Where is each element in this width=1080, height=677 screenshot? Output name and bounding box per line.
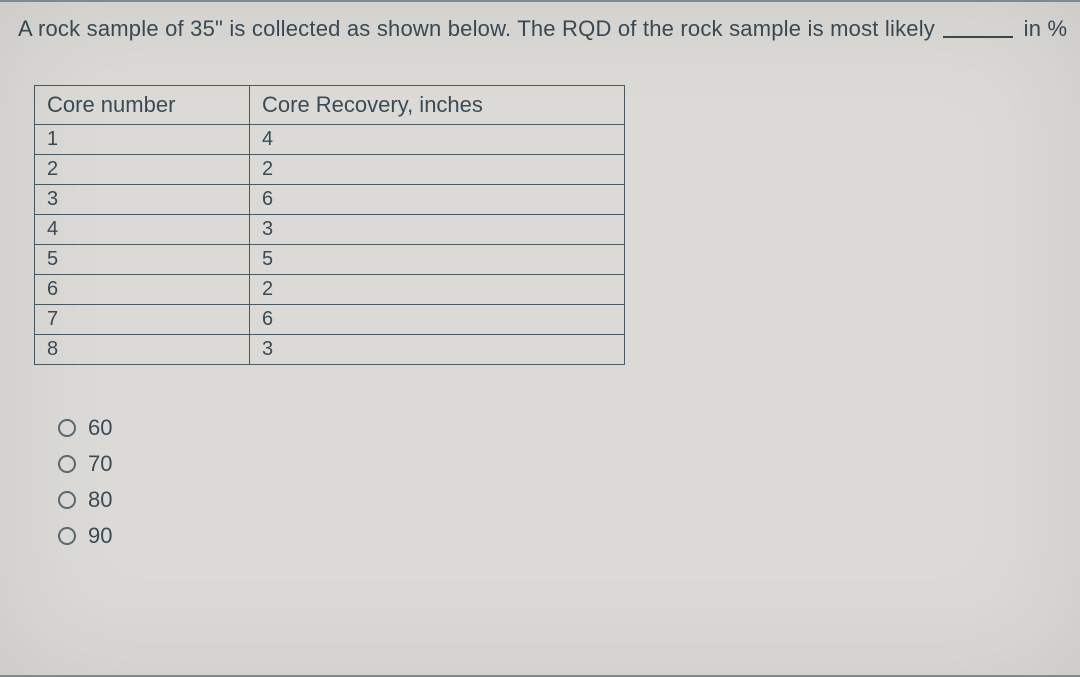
table-row: 7 6 xyxy=(35,304,625,334)
option-60[interactable]: 60 xyxy=(58,415,1062,441)
table-row: 3 6 xyxy=(35,184,625,214)
question-post: in % xyxy=(1024,16,1068,41)
table-row: 5 5 xyxy=(35,244,625,274)
cell-core-recovery: 6 xyxy=(250,304,625,334)
option-70[interactable]: 70 xyxy=(58,451,1062,477)
cell-core-number: 7 xyxy=(35,304,250,334)
col-header-core-number: Core number xyxy=(35,85,250,124)
option-80[interactable]: 80 xyxy=(58,487,1062,513)
cell-core-recovery: 6 xyxy=(250,184,625,214)
option-90[interactable]: 90 xyxy=(58,523,1062,549)
radio-icon[interactable] xyxy=(58,527,76,545)
table-row: 4 3 xyxy=(35,214,625,244)
col-header-core-recovery: Core Recovery, inches xyxy=(250,85,625,124)
cell-core-number: 5 xyxy=(35,244,250,274)
cell-core-recovery: 3 xyxy=(250,214,625,244)
cell-core-number: 8 xyxy=(35,334,250,364)
cell-core-number: 4 xyxy=(35,214,250,244)
question-text: A rock sample of 35" is collected as sho… xyxy=(18,12,1062,45)
table-row: 1 4 xyxy=(35,124,625,154)
table-row: 8 3 xyxy=(35,334,625,364)
option-label: 90 xyxy=(88,523,112,549)
option-label: 70 xyxy=(88,451,112,477)
cell-core-number: 2 xyxy=(35,154,250,184)
cell-core-recovery: 2 xyxy=(250,274,625,304)
table-row: 2 2 xyxy=(35,154,625,184)
question-page: A rock sample of 35" is collected as sho… xyxy=(0,0,1080,677)
radio-icon[interactable] xyxy=(58,419,76,437)
table-row: 6 2 xyxy=(35,274,625,304)
cell-core-recovery: 4 xyxy=(250,124,625,154)
cell-core-recovery: 2 xyxy=(250,154,625,184)
cell-core-number: 1 xyxy=(35,124,250,154)
cell-core-recovery: 3 xyxy=(250,334,625,364)
question-pre: A rock sample of 35" is collected as sho… xyxy=(18,16,935,41)
core-table: Core number Core Recovery, inches 1 4 2 … xyxy=(34,85,625,365)
table-header-row: Core number Core Recovery, inches xyxy=(35,85,625,124)
radio-icon[interactable] xyxy=(58,455,76,473)
radio-icon[interactable] xyxy=(58,491,76,509)
answer-options: 60 70 80 90 xyxy=(58,415,1062,549)
cell-core-number: 3 xyxy=(35,184,250,214)
answer-blank xyxy=(943,12,1013,38)
cell-core-number: 6 xyxy=(35,274,250,304)
cell-core-recovery: 5 xyxy=(250,244,625,274)
option-label: 80 xyxy=(88,487,112,513)
option-label: 60 xyxy=(88,415,112,441)
